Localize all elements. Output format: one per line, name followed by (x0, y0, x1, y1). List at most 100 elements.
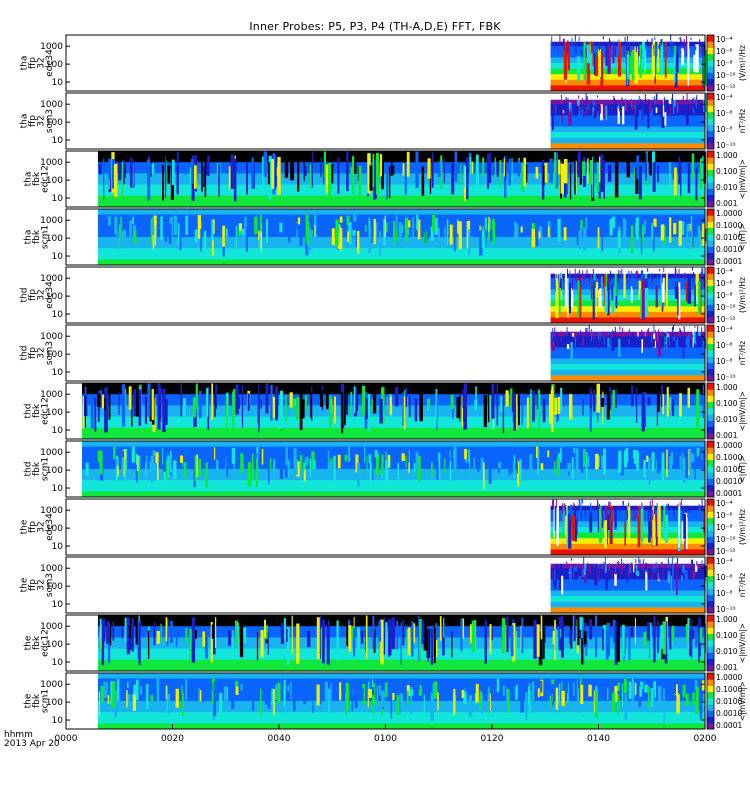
colorbar-segment (707, 633, 714, 641)
time-streak (598, 456, 600, 467)
time-streak (257, 397, 260, 424)
frequency-band (97, 156, 705, 163)
time-streak (635, 565, 638, 575)
time-streak (391, 617, 396, 650)
time-streak (358, 165, 362, 199)
time-streak (565, 511, 567, 516)
time-streak (191, 158, 194, 184)
time-streak (579, 230, 581, 250)
time-streak (405, 387, 408, 407)
ylabel-line: edc12 (41, 629, 51, 657)
time-streak (686, 332, 688, 337)
time-streak (579, 277, 582, 319)
time-streak (574, 504, 576, 509)
time-streak (490, 627, 493, 641)
time-streak (699, 104, 701, 111)
frequency-band (550, 336, 705, 343)
time-streak (516, 684, 518, 700)
time-streak (330, 683, 332, 705)
time-streak (679, 393, 682, 417)
colorbar-tick-label: 1.000 (716, 615, 738, 624)
time-streak (644, 287, 649, 317)
time-streak (622, 218, 627, 241)
y-tick-label: 10 (52, 252, 64, 262)
time-streak (334, 396, 336, 424)
frequency-band (97, 209, 705, 216)
time-streak (574, 268, 576, 280)
time-streak (326, 392, 329, 410)
time-streak (592, 100, 594, 103)
colorbar-segment (707, 563, 714, 570)
spectrogram-data (550, 267, 706, 324)
time-streak (665, 43, 667, 46)
time-streak (586, 44, 590, 64)
time-streak (601, 334, 602, 337)
time-streak (635, 217, 639, 240)
colorbar-segment (707, 188, 714, 195)
time-streak (149, 461, 151, 472)
time-streak (581, 44, 582, 56)
time-streak (428, 398, 431, 407)
time-streak (162, 448, 164, 465)
time-streak (596, 383, 600, 413)
time-streak (628, 339, 630, 345)
low-frequency-band (81, 435, 706, 439)
time-streak (690, 37, 692, 40)
time-streak (647, 397, 651, 406)
time-streak (575, 506, 577, 509)
time-streak (592, 107, 595, 116)
time-streak (406, 685, 410, 697)
time-streak (634, 509, 636, 520)
colorbar-tick-label: 0.001 (716, 663, 738, 672)
time-streak (100, 624, 103, 650)
time-streak (692, 562, 695, 579)
time-streak (260, 223, 263, 252)
time-streak (667, 569, 669, 576)
x-tick-label: 0020 (161, 734, 184, 744)
frequency-band (550, 40, 705, 47)
time-streak (559, 35, 561, 46)
time-streak (575, 274, 577, 283)
time-streak (671, 326, 673, 338)
time-streak (601, 455, 604, 468)
time-streak (519, 459, 522, 483)
time-streak (599, 277, 601, 289)
time-streak (688, 449, 690, 476)
time-streak (211, 684, 213, 692)
time-streak (576, 227, 579, 245)
time-streak (346, 391, 348, 415)
time-streak (571, 457, 574, 480)
time-streak (674, 267, 676, 275)
time-streak (566, 41, 568, 53)
time-streak (240, 683, 243, 691)
time-streak (666, 503, 668, 515)
time-streak (683, 565, 685, 576)
time-streak (464, 166, 466, 202)
time-streak (698, 617, 700, 663)
time-streak (362, 385, 365, 416)
time-streak (647, 331, 649, 335)
time-streak (147, 383, 151, 417)
time-streak (577, 56, 581, 82)
time-streak (203, 230, 207, 249)
time-streak (618, 450, 622, 473)
time-streak (567, 214, 570, 235)
time-streak (684, 512, 688, 549)
panel-frame (65, 440, 706, 498)
y-tick-label: 100 (46, 118, 63, 128)
time-streak (588, 276, 590, 283)
time-streak (273, 691, 275, 715)
time-streak (622, 327, 624, 338)
time-streak (100, 685, 104, 703)
colorbar-segment (707, 298, 714, 305)
colorbar-tick-label: 1.000 (716, 383, 738, 392)
time-streak (181, 692, 184, 717)
x-tick-label: 0200 (694, 734, 717, 744)
time-streak (687, 40, 690, 86)
frequency-band (550, 121, 705, 128)
colorbar-tick-label: 10⁻⁴ (716, 499, 733, 508)
time-streak (574, 37, 576, 44)
time-streak (310, 391, 312, 419)
x-axis-label: 2013 Apr 20 (4, 739, 60, 749)
